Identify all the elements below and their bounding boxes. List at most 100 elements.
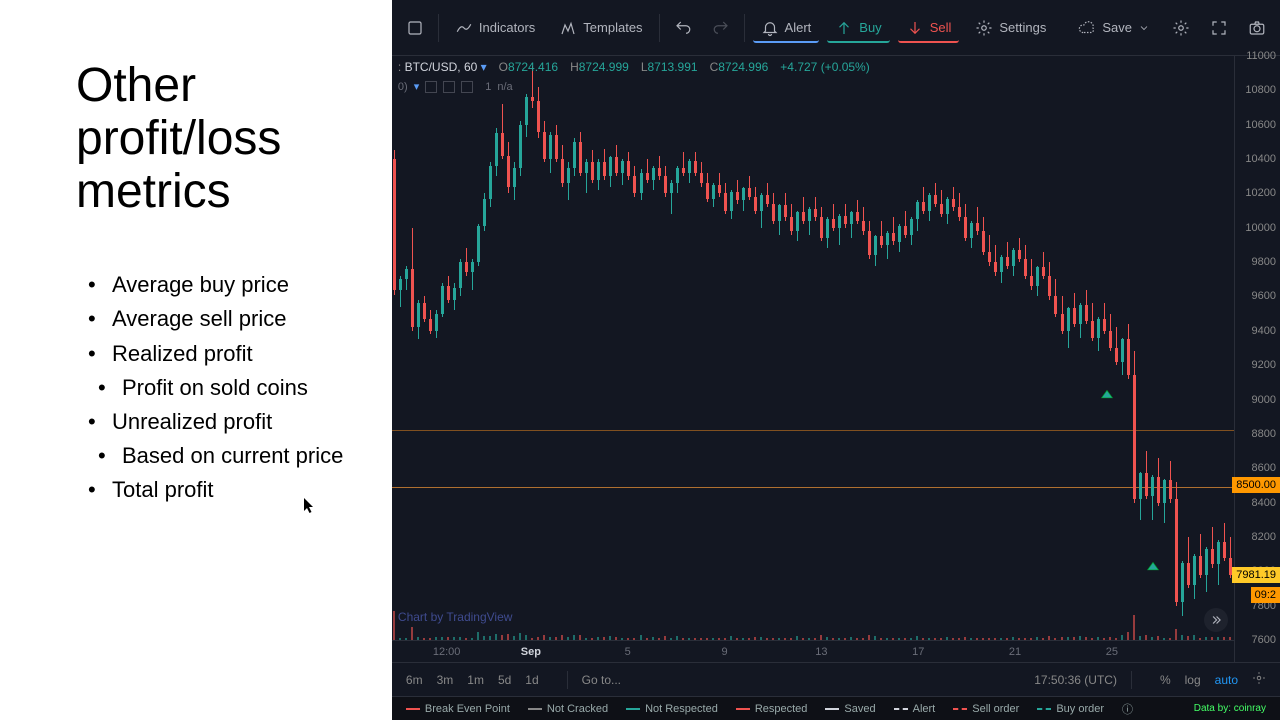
volume-bar [543, 635, 545, 640]
save-button[interactable]: Save [1070, 13, 1158, 43]
volume-bar [1151, 637, 1153, 640]
volume-bar [489, 636, 491, 640]
divider [438, 14, 439, 42]
alert-button[interactable]: Alert [753, 13, 820, 43]
symbol-button[interactable] [400, 13, 430, 43]
volume-bar [1157, 636, 1159, 640]
volume-bar [573, 635, 575, 640]
chart-watermark: Chart by TradingView [398, 610, 513, 624]
volume-bar [1121, 635, 1123, 640]
timeframe-5d[interactable]: 5d [498, 673, 511, 687]
sub-bullet: Based on current price [76, 439, 362, 473]
volume-bar [772, 638, 774, 640]
volume-bar [627, 638, 629, 640]
top-toolbar: Indicators Templates Alert Buy [392, 0, 1280, 56]
volume-bar [730, 636, 732, 640]
info-icon[interactable]: ⓘ [1122, 701, 1133, 717]
timeframe-3m[interactable]: 3m [437, 673, 454, 687]
volume-bar [928, 638, 930, 640]
volume-bar [1145, 635, 1147, 640]
data-credit: Data by: coinray [1194, 703, 1266, 714]
bullet: Average sell price [76, 302, 362, 336]
x-tick: Sep [521, 646, 541, 658]
volume-bar [507, 634, 509, 640]
volume-bar [399, 638, 401, 640]
goto-button[interactable]: Go to... [582, 673, 621, 687]
y-tick: 9000 [1252, 394, 1276, 406]
axis-log[interactable]: log [1185, 673, 1201, 687]
arrow-down-icon [906, 19, 924, 37]
gear-icon [1252, 671, 1266, 685]
axis-%[interactable]: % [1160, 673, 1171, 687]
volume-bar [1048, 636, 1050, 640]
volume-bar [513, 636, 515, 640]
price-label: 09:2 [1251, 587, 1280, 603]
volume-bar [1103, 638, 1105, 640]
settings-icon[interactable] [443, 81, 455, 93]
axis-settings-button[interactable] [1252, 671, 1266, 688]
volume-bar [1091, 638, 1093, 640]
volume-bar [736, 638, 738, 640]
volume-bar [1067, 637, 1069, 640]
y-tick: 10800 [1245, 84, 1276, 96]
legend-item: Saved [825, 703, 875, 715]
eye-icon[interactable] [425, 81, 437, 93]
volume-bar [435, 637, 437, 640]
scroll-right-button[interactable] [1204, 608, 1228, 632]
chart-settings-button[interactable] [1166, 13, 1196, 43]
sub-bullet: Profit on sold coins [76, 371, 362, 405]
volume-bar [844, 638, 846, 640]
y-tick: 10000 [1245, 222, 1276, 234]
volume-bar [748, 638, 750, 640]
timeframe-1m[interactable]: 1m [467, 673, 484, 687]
templates-icon [559, 19, 577, 37]
price-label: 7981.19 [1232, 567, 1280, 583]
delete-icon[interactable] [461, 81, 473, 93]
settings-button[interactable]: Settings [967, 13, 1054, 43]
gear-icon [975, 19, 993, 37]
timeframe-6m[interactable]: 6m [406, 673, 423, 687]
indicators-button[interactable]: Indicators [447, 13, 543, 43]
snapshot-button[interactable] [1242, 13, 1272, 43]
volume-bar [652, 637, 654, 640]
fullscreen-icon [1210, 19, 1228, 37]
y-tick: 7600 [1252, 634, 1276, 646]
timeframe-1d[interactable]: 1d [525, 673, 538, 687]
redo-button[interactable] [706, 13, 736, 43]
volume-bar [664, 636, 666, 640]
buy-button[interactable]: Buy [827, 13, 889, 43]
timeframe-bar: 6m3m1m5d1d Go to... 17:50:36 (UTC) %loga… [392, 662, 1280, 696]
volume-bar [694, 638, 696, 640]
volume-bar [670, 638, 672, 640]
y-tick: 8400 [1252, 497, 1276, 509]
templates-button[interactable]: Templates [551, 13, 650, 43]
volume-bar [1000, 638, 1002, 640]
y-tick: 9800 [1252, 256, 1276, 268]
volume-bar [1181, 635, 1183, 640]
volume-bar [790, 638, 792, 640]
volume-bar [1169, 638, 1171, 640]
bullet: Realized profit [76, 337, 362, 371]
volume-bar [868, 635, 870, 640]
fullscreen-button[interactable] [1204, 13, 1234, 43]
volume-bar [411, 627, 413, 640]
ohlc-legend: : BTC/USD, 60 ▾ O8724.416 H8724.999 L871… [398, 60, 870, 74]
tradingview-panel: Indicators Templates Alert Buy [392, 0, 1280, 720]
bell-icon [761, 19, 779, 37]
y-tick: 8200 [1252, 531, 1276, 543]
axis-auto[interactable]: auto [1215, 673, 1238, 687]
chart-area[interactable]: : BTC/USD, 60 ▾ O8724.416 H8724.999 L871… [392, 56, 1280, 662]
volume-bar [621, 638, 623, 640]
y-axis[interactable]: 7600780080008200840086008800900092009400… [1234, 56, 1280, 662]
bullet: Unrealized profit [76, 405, 362, 439]
volume-bar [477, 632, 479, 640]
undo-button[interactable] [668, 13, 698, 43]
horizontal-line [392, 487, 1234, 488]
y-tick: 9200 [1252, 359, 1276, 371]
volume-bar [964, 637, 966, 640]
volume-bar [898, 638, 900, 640]
volume-bar [1036, 637, 1038, 640]
y-tick: 10600 [1245, 119, 1276, 131]
sell-button[interactable]: Sell [898, 13, 960, 43]
x-axis: 12:00Sep5913172125 [392, 640, 1234, 662]
